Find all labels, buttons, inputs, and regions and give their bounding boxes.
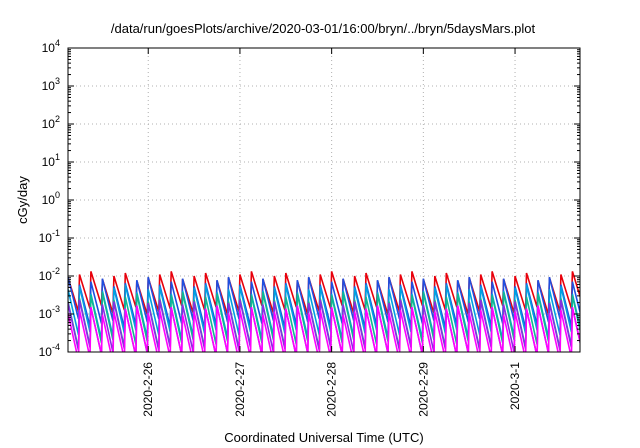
y-tick-label-base: 10 <box>39 345 53 359</box>
y-tick-label-base: 10 <box>42 41 56 55</box>
x-axis-title: Coordinated Universal Time (UTC) <box>224 430 423 445</box>
y-tick-label: 102 <box>42 114 60 131</box>
y-tick-label-base: 10 <box>39 231 53 245</box>
y-tick-label-exponent: 4 <box>55 38 60 48</box>
y-tick-label: 10-2 <box>39 266 60 283</box>
y-tick-label: 10-1 <box>39 228 60 245</box>
y-tick-label-exponent: -2 <box>52 266 60 276</box>
y-tick-label-base: 10 <box>42 117 56 131</box>
y-tick-label-base: 10 <box>42 193 56 207</box>
y-tick-label-exponent: 2 <box>55 114 60 124</box>
x-tick-label: 2020-2-28 <box>325 362 339 417</box>
x-tick-label: 2020-2-27 <box>233 362 247 417</box>
y-tick-label: 103 <box>42 76 60 93</box>
series-line <box>68 305 580 352</box>
chart-title: /data/run/goesPlots/archive/2020-03-01/1… <box>111 21 536 36</box>
y-tick-label-exponent: -1 <box>52 228 60 238</box>
series-lines <box>68 271 580 352</box>
y-tick-label: 10-4 <box>39 342 60 359</box>
x-tick-label: 2020-2-29 <box>416 362 430 417</box>
y-tick-label-exponent: -3 <box>52 304 60 314</box>
y-tick-label-base: 10 <box>39 307 53 321</box>
x-tick-label: 2020-2-26 <box>141 362 155 417</box>
y-tick-label: 104 <box>42 38 60 55</box>
x-tick-label: 2020-3-1 <box>508 362 522 410</box>
y-tick-label-exponent: 0 <box>55 190 60 200</box>
y-tick-label-exponent: 1 <box>55 152 60 162</box>
y-tick-label-base: 10 <box>42 79 56 93</box>
y-tick-label-base: 10 <box>39 269 53 283</box>
y-tick-label-base: 10 <box>42 155 56 169</box>
y-tick-label: 101 <box>42 152 60 169</box>
y-tick-label: 100 <box>42 190 60 207</box>
y-tick-label: 10-3 <box>39 304 60 321</box>
y-tick-label-exponent: 3 <box>55 76 60 86</box>
x-axis-ticks: 2020-2-26 2020-2-27 2020-2-28 2020-2-29 2020… <box>141 48 522 417</box>
y-tick-label-exponent: -4 <box>52 342 60 352</box>
y-axis-title: cGy/day <box>15 176 30 224</box>
